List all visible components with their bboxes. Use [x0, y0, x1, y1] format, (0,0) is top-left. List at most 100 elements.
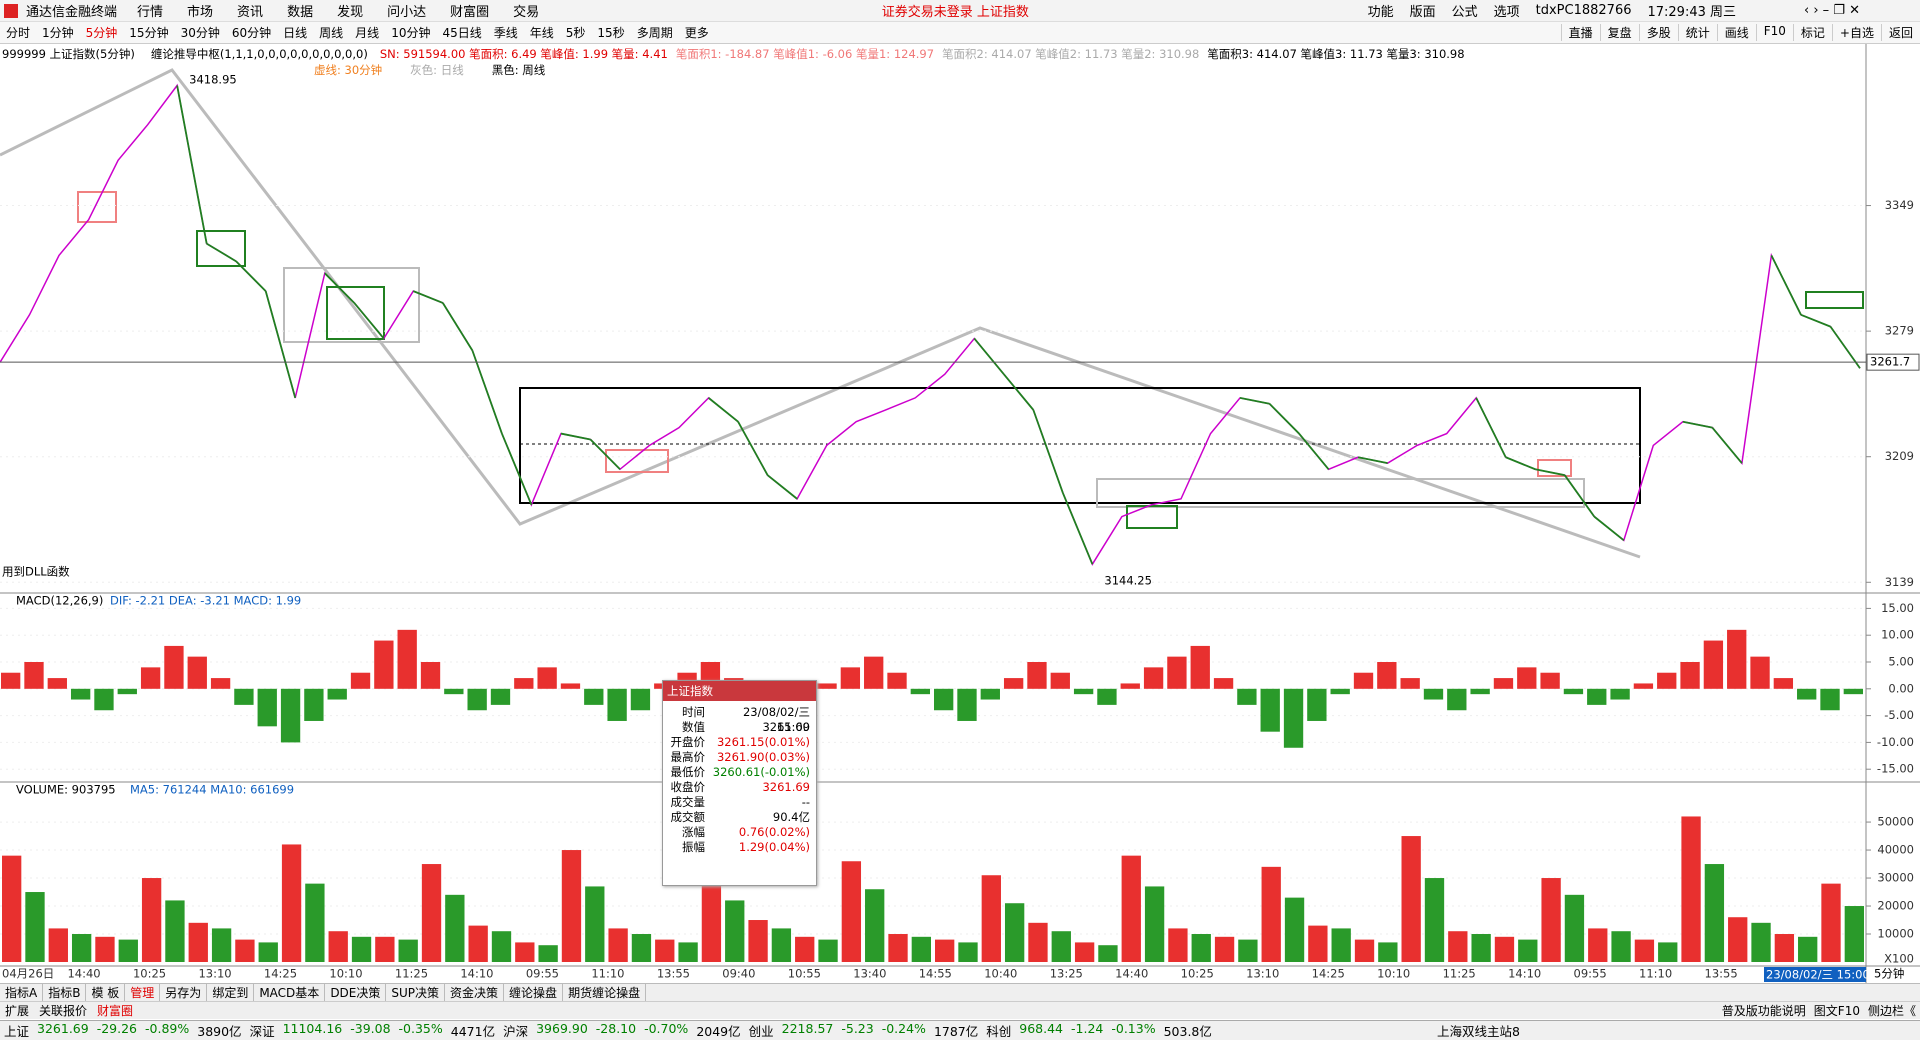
data-tooltip: 上证指数 时间 23/08/02/三 15:00 数值 3261.69 开盘价 3261.… [662, 680, 817, 886]
macd-bar [1470, 688, 1490, 695]
indicator-tab[interactable]: 指标B [43, 984, 87, 1001]
side-link[interactable]: 图文F10 [1813, 1004, 1860, 1018]
menu-item[interactable]: 发现 [337, 5, 364, 20]
index-quote: -1.24 [1071, 1021, 1104, 1036]
indicator-tab[interactable]: SUP决策 [386, 984, 446, 1001]
extension-tab[interactable]: 财富圈 [97, 1004, 134, 1018]
down-segment [1003, 373, 1035, 411]
indicator-tab[interactable]: MACD基本 [254, 984, 326, 1001]
toolbar-button[interactable]: 复盘 [1599, 24, 1639, 41]
period-tab[interactable]: 1分钟 [42, 26, 74, 40]
tool-item[interactable]: 公式 [1451, 5, 1478, 20]
period-tab[interactable]: 5秒 [565, 26, 586, 40]
macd-bar [887, 672, 907, 689]
period-tab[interactable]: 多周期 [636, 26, 673, 40]
cursor-time-tag [1764, 967, 1866, 982]
toolbar-button[interactable]: +自选 [1831, 24, 1881, 41]
macd-bar [1097, 688, 1117, 705]
down-segment [1239, 396, 1270, 405]
indicator-tab[interactable]: 资金决策 [445, 984, 505, 1001]
daily-pivot-box [283, 267, 420, 343]
extension-tab[interactable]: 扩展 [5, 1004, 30, 1018]
tooltip-value: 3261.69 [762, 720, 810, 734]
toolbar-button[interactable]: 统计 [1677, 24, 1717, 41]
indicator-tab[interactable]: 指标A [0, 984, 44, 1001]
indicator-tab[interactable]: 模 板 [86, 984, 126, 1001]
period-tab[interactable]: 日线 [283, 26, 308, 40]
volume-bar [981, 875, 1001, 962]
toolbar-button[interactable]: F10 [1755, 24, 1793, 41]
extension-tab[interactable]: 关联报价 [39, 1004, 88, 1018]
indicator-tab[interactable]: 缠论操盘 [504, 984, 564, 1001]
period-tab[interactable]: 5分钟 [85, 26, 118, 40]
volume-bar [585, 886, 605, 962]
toolbar-button[interactable]: 多股 [1638, 24, 1678, 41]
period-tab[interactable]: 45日线 [442, 26, 482, 40]
indicator-tab[interactable]: 期货缠论操盘 [563, 984, 647, 1001]
side-link[interactable]: 侧边栏《 [1867, 1004, 1916, 1018]
server: 上海双线主站8 [1437, 1024, 1520, 1039]
menu-item[interactable]: 问小达 [387, 5, 427, 20]
index-quote: 4471亿 [450, 1024, 496, 1039]
indicator-tab[interactable]: 管理 [125, 984, 161, 1001]
period-tab[interactable]: 15秒 [597, 26, 625, 40]
current-price: 3261.7 [1870, 355, 1910, 369]
volume-bar [1588, 928, 1608, 962]
status-bar: 上证 3261.69 -29.26 -0.89% 3890亿 深证 11104.16 -39.… [0, 1020, 1920, 1040]
toolbar-button[interactable]: 标记 [1792, 24, 1832, 41]
menu-item[interactable]: 行情 [137, 5, 164, 20]
period-tab[interactable]: 15分钟 [129, 26, 169, 40]
volume-bar [1728, 917, 1748, 962]
index-quote: 创业 [748, 1024, 774, 1039]
toolbar-button[interactable]: 画线 [1716, 24, 1756, 41]
period-tab[interactable]: 10分钟 [391, 26, 431, 40]
y-tick-label: 3349 [1885, 198, 1914, 212]
toolbar-button[interactable]: 直播 [1560, 24, 1600, 41]
indicator-tab[interactable]: 绑定到 [207, 984, 255, 1001]
period-tab[interactable]: 60分钟 [231, 26, 272, 40]
index-quote: 968.44 [1019, 1021, 1064, 1036]
high-label: 3418.95 [189, 73, 237, 87]
tool-item[interactable]: 功能 [1367, 5, 1394, 20]
macd-bar [420, 662, 441, 689]
indicator-tab[interactable]: DDE决策 [325, 984, 387, 1001]
volume-bar [1284, 897, 1305, 962]
login-notice[interactable]: 证券交易未登录 上证指数 [881, 5, 1029, 20]
indicator-tab[interactable]: 另存为 [160, 984, 208, 1001]
volume-bar [841, 861, 862, 962]
side-link[interactable]: 普及版功能说明 [1721, 1004, 1806, 1018]
period-tab[interactable]: 更多 [684, 26, 709, 40]
macd-bar [607, 688, 627, 721]
macd-bar [1050, 672, 1070, 689]
macd-bar [397, 629, 417, 689]
macd-bar [1237, 688, 1257, 705]
period-tab[interactable]: 季线 [493, 26, 518, 40]
y-tick-label: 10.00 [1881, 628, 1914, 642]
tool-item[interactable]: 选项 [1493, 5, 1520, 20]
volume-bar [445, 894, 465, 962]
period-tab[interactable]: 月线 [355, 26, 380, 40]
tool-item[interactable]: 版面 [1409, 5, 1436, 20]
period-tab[interactable]: 30分钟 [180, 26, 220, 40]
y-tick-label: 0.00 [1888, 681, 1914, 695]
window-controls[interactable]: ‹ › – ❐ ✕ [1804, 3, 1860, 18]
volume-bar [888, 934, 908, 962]
period-tab[interactable]: 周线 [319, 26, 344, 40]
macd-bar [560, 683, 581, 689]
menu-item[interactable]: 数据 [287, 5, 314, 20]
menu-item[interactable]: 资讯 [237, 5, 264, 20]
menu-item[interactable]: 交易 [513, 5, 540, 20]
tooltip-value: 3261.90(0.03%) [716, 750, 810, 764]
period-tab[interactable]: 分时 [6, 26, 31, 40]
x-tick-label: 10:25 [133, 967, 166, 981]
volume-bar [235, 939, 255, 962]
macd-bar [467, 688, 487, 711]
macd-bar [304, 688, 324, 721]
menu-item[interactable]: 财富圈 [450, 5, 490, 20]
volume-bar [1331, 928, 1351, 962]
index-quote: -39.08 [350, 1021, 391, 1036]
x-tick-label: 10:10 [1377, 967, 1410, 981]
period-tab[interactable]: 年线 [529, 26, 554, 40]
toolbar-button[interactable]: 返回 [1880, 24, 1920, 41]
menu-item[interactable]: 市场 [187, 5, 214, 20]
